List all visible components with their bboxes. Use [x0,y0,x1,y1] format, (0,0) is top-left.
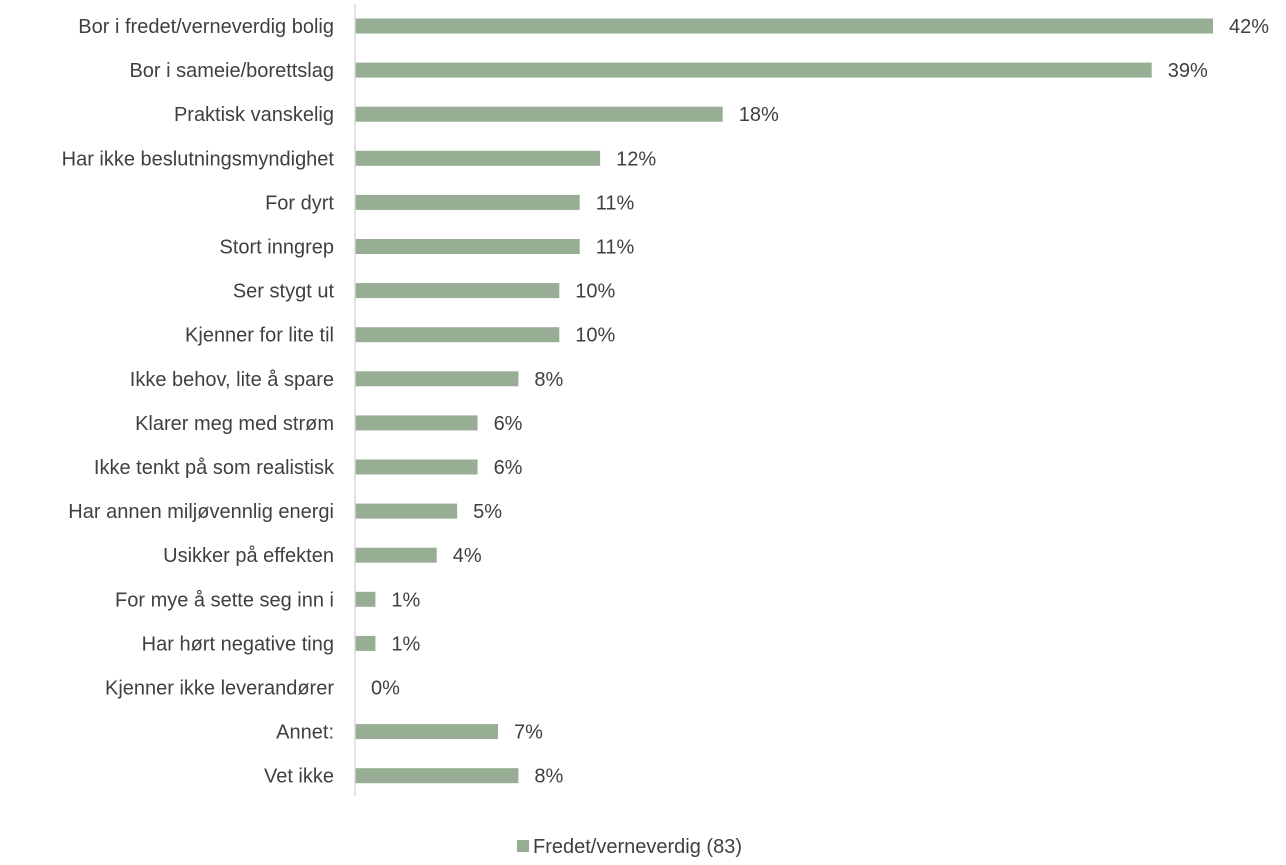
data-label: 1% [391,633,420,655]
bar [355,62,1152,78]
data-label: 42% [1229,16,1269,38]
legend: Fredet/verneverdig (83) [517,836,742,858]
category-labels-group: Bor i fredet/verneverdig bolig Bor i same… [62,16,335,788]
bars-group [355,18,1213,784]
bar [355,591,376,607]
category-label: Klarer meg med strøm [135,413,334,435]
category-label: For dyrt [265,192,334,214]
legend-label: Fredet/verneverdig (83) [533,836,742,858]
data-label: 11% [596,192,635,214]
value-labels-group: 42% 39% 18% 12% 11% 11% 10% 10% 8% 6% 6% 5% 4% 1% 1% 0%… [371,16,1269,788]
data-label: 10% [575,281,615,303]
data-label: 4% [453,545,482,567]
category-label: Praktisk vanskelig [174,104,334,126]
category-label: Har annen miljøvennlig energi [68,501,334,523]
category-label: Annet: [276,722,334,744]
category-label: Vet ikke [264,766,334,788]
bar [355,194,580,210]
bar [355,239,580,254]
bar [355,327,560,343]
data-label: 6% [494,457,523,479]
category-label: Ikke tenkt på som realistisk [94,457,335,479]
data-label: 7% [514,722,543,744]
data-label: 8% [534,766,563,788]
category-label: For mye å sette seg inn i [115,589,334,611]
bar [355,18,1213,34]
category-label: Har ikke beslutningsmyndighet [62,148,335,170]
data-label: 11% [596,237,635,259]
category-label: Ikke behov, lite å spare [130,369,334,391]
bar [355,371,519,387]
category-label: Kjenner for lite til [185,325,334,347]
bar [355,635,376,651]
data-label: 1% [391,589,420,611]
bar [355,283,560,299]
legend-swatch [517,840,529,852]
category-label: Bor i sameie/borettslag [129,60,334,82]
data-label: 39% [1168,60,1208,82]
category-label: Kjenner ikke leverandører [105,678,334,700]
data-label: 12% [616,148,656,170]
data-label: 6% [494,413,523,435]
bar [355,724,498,740]
bar [355,547,437,563]
bar [355,503,458,519]
data-label: 0% [371,678,400,700]
bar [355,150,601,166]
bar [355,415,478,431]
bar [355,768,519,784]
data-label: 18% [739,104,779,126]
data-label: 10% [575,325,615,347]
category-label: Bor i fredet/verneverdig bolig [78,16,334,38]
category-label: Usikker på effekten [163,545,334,567]
category-label: Ser stygt ut [233,281,335,303]
category-label: Har hørt negative ting [142,633,334,655]
data-label: 8% [534,369,563,391]
bar [355,106,723,122]
data-label: 5% [473,501,502,523]
bar [355,459,478,475]
category-label: Stort inngrep [219,237,334,259]
